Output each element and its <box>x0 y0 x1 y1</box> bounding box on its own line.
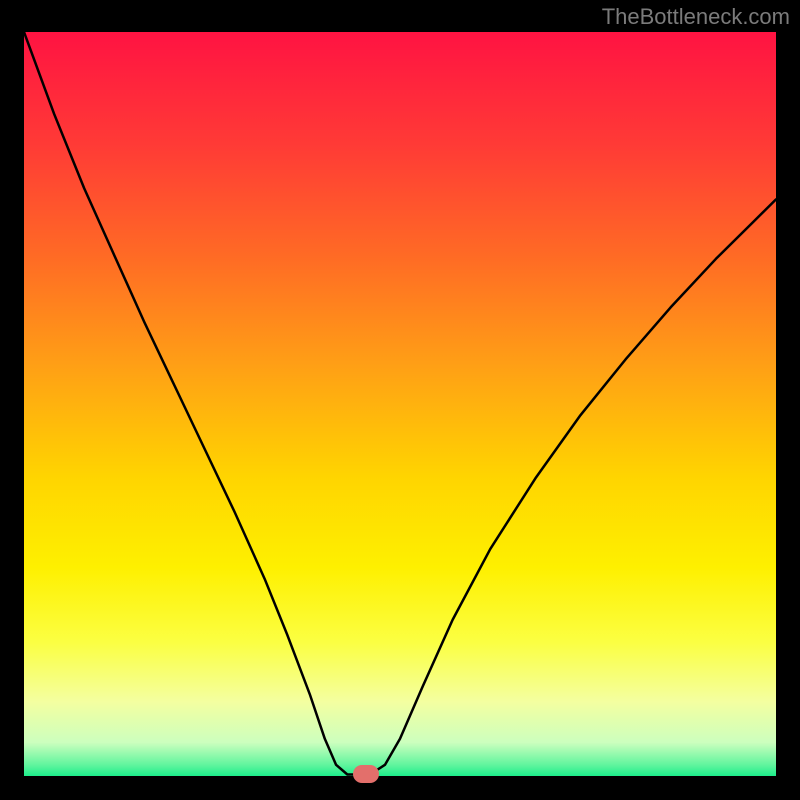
optimum-marker <box>353 765 379 783</box>
watermark-text: TheBottleneck.com <box>602 4 790 30</box>
bottleneck-curve-svg <box>24 32 776 776</box>
bottleneck-curve-path <box>24 32 776 775</box>
plot-area <box>24 32 776 776</box>
